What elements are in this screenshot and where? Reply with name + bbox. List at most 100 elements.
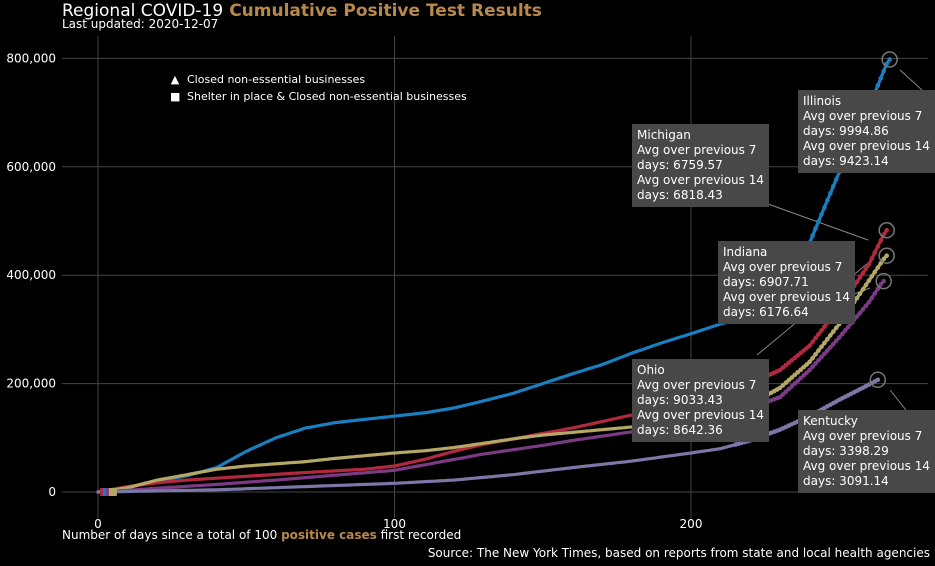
data-point-ohio <box>801 373 806 378</box>
data-point-ohio <box>872 291 878 296</box>
y-axis-ticks: 0 200,000 400,000 600,000 800,000 <box>6 51 56 499</box>
tooltip-line: Avg over previous 14 <box>637 173 765 187</box>
data-point-indiana <box>869 273 875 279</box>
data-point-michigan <box>866 262 872 267</box>
tooltip-line: days: 6176.64 <box>723 305 809 319</box>
x-axis-label-highlight: positive cases <box>281 528 377 542</box>
data-point-indiana <box>792 372 798 378</box>
data-point-ohio <box>792 381 798 386</box>
y-tick-label: 0 <box>48 485 56 499</box>
data-point-illinois <box>819 212 824 217</box>
data-point-ohio <box>822 351 827 357</box>
tooltip-kentucky: Kentucky Avg over previous 7 days: 3398.… <box>798 410 935 493</box>
tooltip-line: days: 3091.14 <box>803 474 889 488</box>
x-axis-ticks: 0 100 200 <box>94 517 702 531</box>
data-point-ohio <box>825 348 830 353</box>
tooltip-line: Avg over previous 7 <box>803 109 923 123</box>
data-point-indiana <box>810 355 815 361</box>
data-point-ohio <box>786 386 792 392</box>
y-tick-label: 200,000 <box>6 377 56 391</box>
data-point-ohio <box>783 389 789 395</box>
data-point-indiana <box>863 282 869 288</box>
data-point-illinois <box>825 198 830 203</box>
data-point-michigan <box>863 266 869 271</box>
data-point-ohio <box>860 307 866 312</box>
data-point-indiana <box>884 253 889 258</box>
data-point-michigan <box>854 279 860 285</box>
data-point-ohio <box>798 375 804 381</box>
data-point-indiana <box>831 329 836 334</box>
data-point-ohio <box>833 338 839 344</box>
data-point-ohio <box>854 314 860 319</box>
source-note: Source: The New York Times, based on rep… <box>427 546 930 560</box>
data-point-illinois <box>816 219 821 224</box>
data-point-illinois <box>881 68 887 74</box>
data-point-illinois <box>831 184 836 189</box>
tooltip-state: Ohio <box>637 363 665 377</box>
data-point-ohio <box>869 295 875 301</box>
data-point-ohio <box>810 364 815 370</box>
tooltip-state: Michigan <box>637 128 691 142</box>
data-point-michigan <box>884 227 889 233</box>
tooltip-line: days: 9423.14 <box>803 154 889 168</box>
data-point-indiana <box>860 286 866 292</box>
legend-label: Closed non-essential businesses <box>187 73 366 86</box>
data-point-indiana <box>872 269 878 275</box>
data-point-ohio <box>878 282 884 287</box>
data-point-indiana <box>825 336 830 342</box>
title-prefix: Regional COVID-19 <box>62 1 224 21</box>
data-point-indiana <box>813 352 818 357</box>
data-point-indiana <box>857 291 863 296</box>
data-point-michigan <box>878 238 884 243</box>
tooltip-line: Avg over previous 14 <box>803 139 931 153</box>
data-point-indiana <box>783 380 789 386</box>
data-point-indiana <box>881 256 887 262</box>
data-point-indiana <box>819 344 824 350</box>
tooltip-connector <box>889 389 907 411</box>
data-point-illinois <box>813 226 818 231</box>
data-point-ohio <box>819 354 824 360</box>
end-marker-indiana <box>878 247 895 264</box>
tooltip-line: Avg over previous 7 <box>637 143 757 157</box>
policy-marker <box>108 488 117 496</box>
data-point-ohio <box>795 378 801 384</box>
data-point-indiana <box>801 364 806 370</box>
data-point-indiana <box>854 295 860 301</box>
data-point-michigan <box>857 275 863 280</box>
end-marker-kentucky <box>869 371 887 389</box>
tooltip-line: Avg over previous 7 <box>637 378 757 392</box>
series-end-markers <box>869 51 898 389</box>
x-tick-label: 100 <box>383 517 406 531</box>
data-point-indiana <box>789 375 795 380</box>
data-point-indiana <box>866 278 872 283</box>
data-point-indiana <box>780 383 786 388</box>
data-point-ohio <box>881 278 887 284</box>
data-point-ohio <box>789 384 795 389</box>
gridlines <box>62 36 928 518</box>
data-point-indiana <box>828 333 833 338</box>
data-point-illinois <box>878 75 884 81</box>
data-point-ohio <box>857 310 863 316</box>
data-point-ohio <box>831 341 836 347</box>
data-point-michigan <box>872 250 878 255</box>
data-point-indiana <box>804 362 809 367</box>
data-point-indiana <box>807 359 812 365</box>
data-point-michigan <box>807 343 812 348</box>
data-point-indiana <box>816 348 821 353</box>
data-point-michigan <box>822 324 827 329</box>
end-marker-ohio <box>875 272 892 290</box>
tooltip-line: Avg over previous 14 <box>723 290 851 304</box>
data-point-ohio <box>828 344 833 350</box>
data-point-ohio <box>816 357 821 363</box>
data-point-illinois <box>887 57 892 62</box>
data-point-michigan <box>875 244 881 249</box>
tooltip-line: days: 6818.43 <box>637 188 723 202</box>
x-tick-label: 0 <box>94 517 102 531</box>
y-tick-label: 800,000 <box>6 51 56 65</box>
tooltip-state: Indiana <box>723 245 768 259</box>
tooltip-illinois: Illinois Avg over previous 7 days: 9994.… <box>798 90 935 173</box>
data-point-kentucky <box>875 377 881 383</box>
data-point-indiana <box>875 265 881 270</box>
title-main: Cumulative Positive Test Results <box>229 1 542 21</box>
data-point-michigan <box>810 339 815 345</box>
